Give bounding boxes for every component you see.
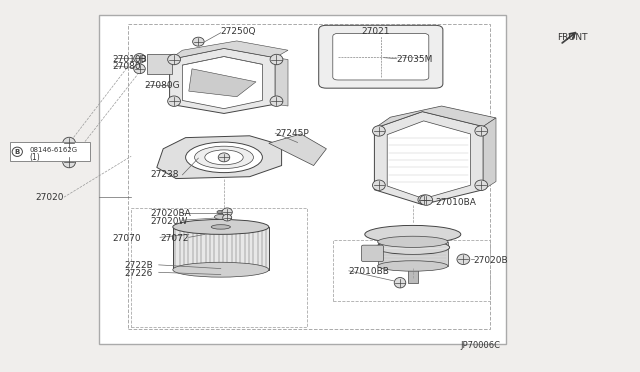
Ellipse shape [193, 37, 204, 46]
Bar [99, 15, 506, 344]
Ellipse shape [270, 96, 283, 106]
Ellipse shape [365, 225, 461, 243]
FancyBboxPatch shape [333, 33, 429, 80]
Ellipse shape [12, 147, 22, 157]
Ellipse shape [63, 156, 76, 168]
Text: 27021: 27021 [362, 27, 390, 36]
Text: 08146-6162G: 08146-6162G [29, 147, 77, 153]
Bar [378, 242, 448, 266]
Ellipse shape [218, 153, 230, 162]
Text: 27010BA: 27010BA [435, 198, 476, 207]
Ellipse shape [205, 150, 243, 165]
Ellipse shape [270, 54, 283, 65]
Ellipse shape [186, 142, 262, 173]
Ellipse shape [475, 180, 488, 190]
Polygon shape [387, 121, 470, 199]
Ellipse shape [195, 146, 253, 169]
Text: 27226: 27226 [125, 269, 153, 278]
FancyBboxPatch shape [319, 25, 443, 88]
Text: 27072: 27072 [160, 234, 189, 243]
Ellipse shape [217, 211, 225, 214]
Text: 27010BB: 27010BB [349, 267, 390, 276]
Text: 27020: 27020 [35, 193, 64, 202]
Ellipse shape [223, 214, 232, 221]
Ellipse shape [134, 64, 145, 74]
Text: B: B [15, 149, 20, 155]
Text: FRONT: FRONT [557, 33, 588, 42]
Ellipse shape [378, 261, 448, 271]
Ellipse shape [214, 214, 227, 219]
Text: 27010B: 27010B [112, 55, 147, 64]
Bar [333, 240, 490, 301]
Text: 27238: 27238 [150, 170, 179, 179]
Bar [408, 262, 418, 283]
Ellipse shape [394, 278, 406, 288]
Ellipse shape [222, 208, 232, 216]
Text: 27020W: 27020W [150, 217, 188, 226]
Text: 27245P: 27245P [275, 129, 309, 138]
Ellipse shape [372, 126, 385, 136]
Bar [128, 24, 490, 329]
Ellipse shape [168, 96, 180, 106]
Bar [131, 208, 307, 327]
Text: 27080: 27080 [112, 62, 141, 71]
Polygon shape [483, 118, 496, 190]
Polygon shape [147, 54, 172, 74]
Text: JP70006C: JP70006C [461, 341, 500, 350]
Text: 27250Q: 27250Q [221, 27, 256, 36]
Polygon shape [275, 58, 288, 106]
Ellipse shape [376, 240, 450, 254]
Polygon shape [157, 136, 282, 179]
Ellipse shape [211, 225, 230, 229]
Polygon shape [374, 106, 496, 128]
Text: 27070: 27070 [112, 234, 141, 243]
Ellipse shape [173, 219, 269, 234]
Ellipse shape [134, 54, 145, 63]
Ellipse shape [418, 195, 431, 205]
Polygon shape [182, 57, 262, 109]
Bar [10, 142, 90, 161]
Bar [173, 227, 269, 270]
Text: 27035M: 27035M [397, 55, 433, 64]
Ellipse shape [378, 236, 448, 247]
Text: (1): (1) [29, 153, 40, 162]
Ellipse shape [173, 262, 269, 277]
Ellipse shape [457, 254, 470, 264]
Ellipse shape [420, 195, 433, 205]
Text: 2722B: 2722B [125, 262, 154, 270]
Polygon shape [269, 134, 326, 166]
Text: 27080G: 27080G [144, 81, 180, 90]
Ellipse shape [63, 137, 76, 149]
Polygon shape [170, 48, 275, 113]
Polygon shape [374, 112, 483, 205]
Ellipse shape [168, 54, 180, 65]
Text: 27020BA: 27020BA [150, 209, 191, 218]
Ellipse shape [372, 180, 385, 190]
Polygon shape [170, 41, 288, 60]
FancyBboxPatch shape [362, 245, 383, 262]
Text: 27020B: 27020B [474, 256, 508, 265]
Ellipse shape [475, 126, 488, 136]
Polygon shape [189, 69, 256, 97]
